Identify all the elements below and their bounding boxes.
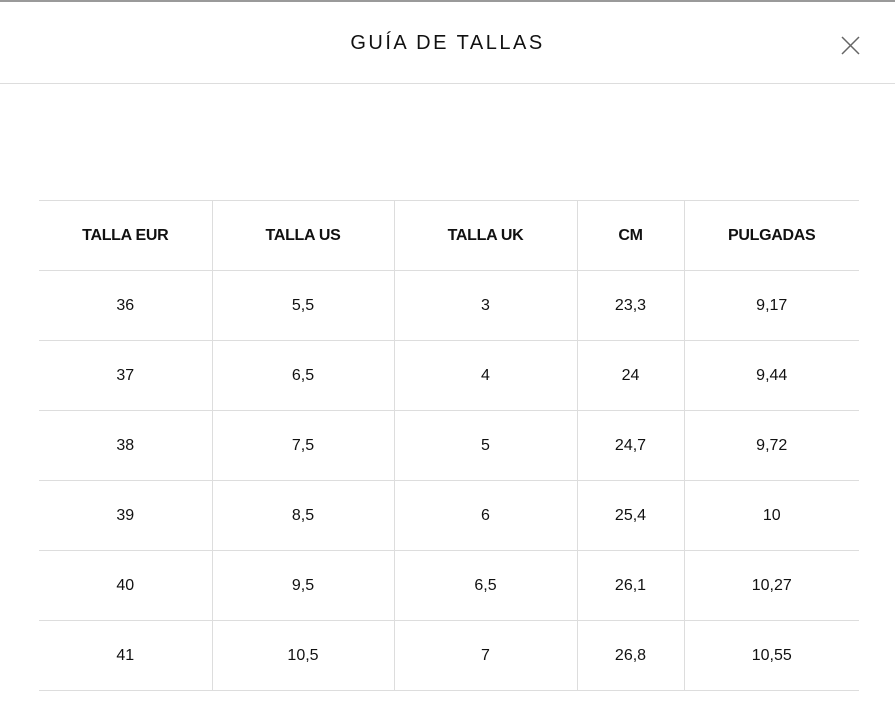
column-header: PULGADAS	[683, 200, 859, 271]
table-cell: 10,55	[683, 620, 859, 691]
table-cell: 9,72	[683, 410, 859, 481]
table-cell: 3	[393, 270, 577, 341]
table-cell: 5,5	[211, 270, 394, 341]
table-cell: 37	[39, 340, 212, 411]
table-cell: 23,3	[576, 270, 684, 341]
close-button[interactable]	[840, 35, 861, 56]
table-row: 38 7,5 5 24,7 9,72	[39, 410, 859, 481]
table-cell: 7,5	[211, 410, 394, 481]
table-cell: 40	[39, 550, 212, 621]
column-header: TALLA EUR	[39, 200, 212, 271]
table-header-row: TALLA EUR TALLA US TALLA UK CM PULGADAS	[39, 200, 859, 271]
table-cell: 6	[393, 480, 577, 551]
table-row: 41 10,5 7 26,8 10,55	[39, 620, 859, 691]
table-cell: 6,5	[211, 340, 394, 411]
table-cell: 24	[576, 340, 684, 411]
close-icon	[841, 36, 860, 55]
table-cell: 10,27	[683, 550, 859, 621]
column-header: TALLA US	[211, 200, 394, 271]
table-cell: 26,8	[576, 620, 684, 691]
table-cell: 25,4	[576, 480, 684, 551]
table-cell: 8,5	[211, 480, 394, 551]
column-header: TALLA UK	[393, 200, 577, 271]
modal-title: GUÍA DE TALLAS	[350, 32, 545, 54]
table-cell: 9,44	[683, 340, 859, 411]
table-cell: 10	[683, 480, 859, 551]
table-cell: 36	[39, 270, 212, 341]
modal-header: GUÍA DE TALLAS	[0, 4, 895, 84]
table-cell: 38	[39, 410, 212, 481]
column-header: CM	[576, 200, 684, 271]
table-cell: 26,1	[576, 550, 684, 621]
table-cell: 9,17	[683, 270, 859, 341]
size-table: TALLA EUR TALLA US TALLA UK CM PULGADAS 36 5,…	[39, 200, 859, 691]
table-row: 37 6,5 4 24 9,44	[39, 340, 859, 411]
table-row: 40 9,5 6,5 26,1 10,27	[39, 550, 859, 621]
table-row: 36 5,5 3 23,3 9,17	[39, 270, 859, 341]
table-cell: 39	[39, 480, 212, 551]
table-cell: 5	[393, 410, 577, 481]
table-cell: 41	[39, 620, 212, 691]
table-row: 39 8,5 6 25,4 10	[39, 480, 859, 551]
table-cell: 24,7	[576, 410, 684, 481]
table-cell: 6,5	[393, 550, 577, 621]
table-cell: 10,5	[211, 620, 394, 691]
table-cell: 9,5	[211, 550, 394, 621]
table-cell: 4	[393, 340, 577, 411]
table-cell: 7	[393, 620, 577, 691]
